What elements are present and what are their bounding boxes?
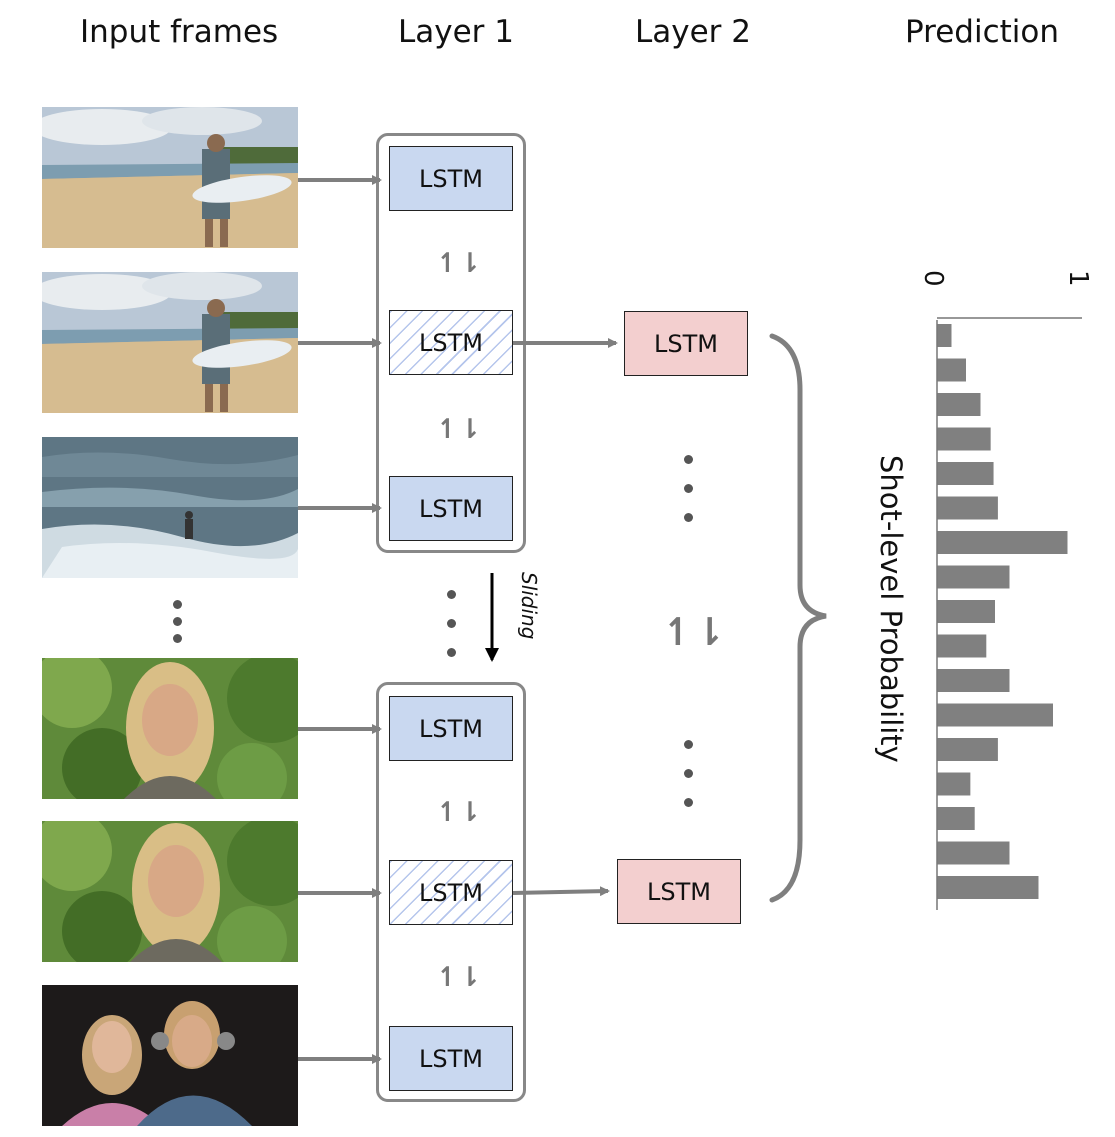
curly-brace — [769, 333, 827, 903]
bidirectional-arrows-icon: ↿⇂ — [436, 797, 482, 828]
layer1-lstm-cell: LSTM — [389, 476, 513, 541]
probability-bar — [937, 669, 1010, 692]
probability-bar — [937, 427, 991, 451]
probability-bar — [937, 772, 971, 796]
prediction-title: Prediction — [905, 14, 1060, 50]
input-frame-woman-1 — [42, 658, 298, 799]
input-frame-surf — [42, 437, 298, 578]
probability-bar — [937, 324, 952, 347]
bidirectional-arrows-icon: ↿⇂ — [436, 414, 482, 445]
layer2-ellipsis-top — [684, 455, 694, 542]
input-frames-title: Input frames — [80, 14, 279, 50]
layer1-lstm-cell-output: LSTM — [389, 860, 513, 925]
input-frame-beach-2 — [42, 272, 298, 413]
layer2-lstm-cell: LSTM — [624, 311, 748, 376]
probability-bar — [937, 600, 995, 623]
probability-bar — [937, 738, 998, 761]
probability-bar — [937, 531, 1068, 554]
layer1-lstm-cell: LSTM — [389, 1026, 513, 1091]
layer1-lstm-cell-output: LSTM — [389, 310, 513, 375]
probability-bar — [937, 841, 1010, 865]
bidirectional-arrows-icon: ↿⇂ — [436, 962, 482, 993]
probability-bar — [937, 565, 1010, 589]
bidirectional-arrows-icon: ↿⇂ — [436, 248, 482, 279]
input-frames-ellipsis — [173, 600, 183, 663]
probability-bar — [937, 876, 1039, 899]
probability-bar — [937, 393, 981, 416]
probability-bar — [937, 703, 1053, 727]
layer2-title: Layer 2 — [635, 14, 752, 50]
layer1-ellipsis — [447, 590, 457, 677]
layer1-title: Layer 1 — [398, 14, 515, 50]
layer2-lstm-cell: LSTM — [617, 859, 741, 924]
layer1-lstm-cell: LSTM — [389, 146, 513, 211]
input-frame-beach-1 — [42, 107, 298, 248]
probability-bar — [937, 358, 966, 382]
layer2-ellipsis-bottom — [684, 740, 694, 827]
layer1-lstm-cell: LSTM — [389, 696, 513, 761]
probability-bar — [937, 634, 987, 658]
input-frame-couple — [42, 985, 298, 1126]
input-frame-woman-2 — [42, 821, 298, 962]
probability-bar — [937, 462, 994, 485]
probability-bar — [937, 807, 975, 830]
probability-bar — [937, 496, 998, 520]
bidirectional-arrows-icon: ↿⇂ — [662, 610, 726, 654]
layer1-to-layer2-arrow — [512, 886, 610, 897]
